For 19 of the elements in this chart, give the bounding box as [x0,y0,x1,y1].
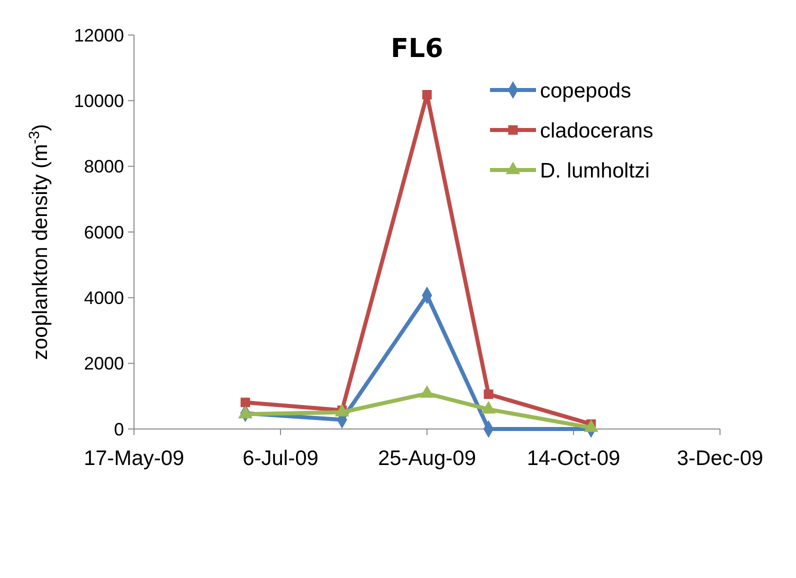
x-tick-label: 17-May-09 [84,447,184,470]
x-tick-label: 3-Dec-09 [676,447,764,470]
chart-title: FL6 [390,34,444,64]
legend-label: cladocerans [540,119,654,142]
x-tick-label: 14-Oct-09 [526,447,620,470]
x-tick-label: 25-Aug-09 [378,447,476,470]
point [240,398,250,408]
y-tick-label: 4000 [84,288,124,308]
legend-label: copepods [540,79,632,102]
y-tick-label: 8000 [84,156,124,177]
y-tick-label: 12000 [74,25,124,46]
legend-label: D. lumholtzi [540,159,650,182]
x-tick-label: 6-Jul-09 [242,447,318,470]
point [484,389,494,399]
y-tick-label: 10000 [74,90,124,111]
y-tick-label: 0 [114,419,124,440]
y-tick-label: 6000 [84,222,124,242]
point [422,90,432,100]
y-tick-label: 2000 [84,354,124,374]
